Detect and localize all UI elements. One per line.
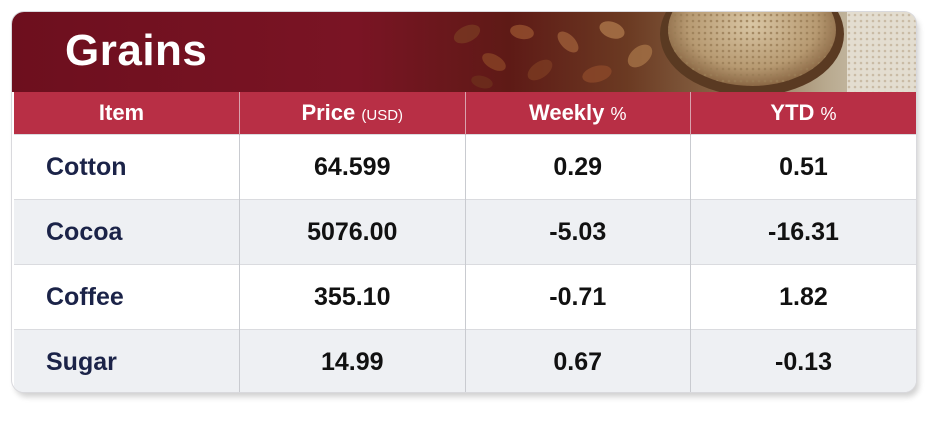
page-title: Grains — [65, 26, 208, 75]
item-cell: Sugar — [14, 329, 240, 392]
ytd-cell: 1.82 — [690, 264, 916, 330]
weekly-cell: -5.03 — [465, 199, 691, 265]
price-cell: 5076.00 — [239, 199, 466, 265]
column-header-ytd: YTD % — [690, 92, 916, 135]
column-header-unit: (USD) — [361, 107, 404, 124]
column-header-price: Price (USD) — [239, 92, 466, 135]
weekly-cell: 0.29 — [465, 134, 691, 200]
column-header-unit: % — [610, 104, 627, 124]
commodity-table: Item Price (USD) Weekly % YTD % Cotton 6… — [14, 92, 916, 392]
table-row: Cotton 64.599 0.29 0.51 — [14, 134, 916, 200]
price-cell: 355.10 — [239, 264, 466, 330]
nuts-and-grains-photo — [453, 12, 916, 92]
table-row: Coffee 355.10 -0.71 1.82 — [14, 264, 916, 330]
weekly-cell: -0.71 — [465, 264, 691, 330]
table-row: Sugar 14.99 0.67 -0.13 — [14, 329, 916, 392]
ytd-cell: 0.51 — [690, 134, 916, 200]
column-header-label: Item — [98, 100, 145, 125]
column-header-item: Item — [14, 92, 240, 135]
column-header-unit: % — [820, 104, 837, 124]
item-cell: Cotton — [14, 134, 240, 200]
nuts-cluster — [453, 21, 653, 89]
column-header-label: Weekly — [528, 100, 605, 125]
weekly-cell: 0.67 — [465, 329, 691, 392]
column-header-weekly: Weekly % — [465, 92, 691, 135]
ytd-cell: -16.31 — [690, 199, 916, 265]
title-banner: Grains — [12, 12, 916, 92]
ytd-cell: -0.13 — [690, 329, 916, 392]
table-header-row: Item Price (USD) Weekly % YTD % — [14, 92, 916, 135]
column-header-label: Price — [301, 100, 356, 125]
price-cell: 64.599 — [239, 134, 466, 200]
column-header-label: YTD — [770, 100, 815, 125]
grains-card: Grains Item Price (USD) Weekly % YTD % C… — [12, 12, 916, 392]
item-cell: Coffee — [14, 264, 240, 330]
price-cell: 14.99 — [239, 329, 466, 392]
table-row: Cocoa 5076.00 -5.03 -16.31 — [14, 199, 916, 265]
seed-bowl — [660, 12, 844, 92]
item-cell: Cocoa — [14, 199, 240, 265]
seed-pile — [847, 12, 916, 92]
